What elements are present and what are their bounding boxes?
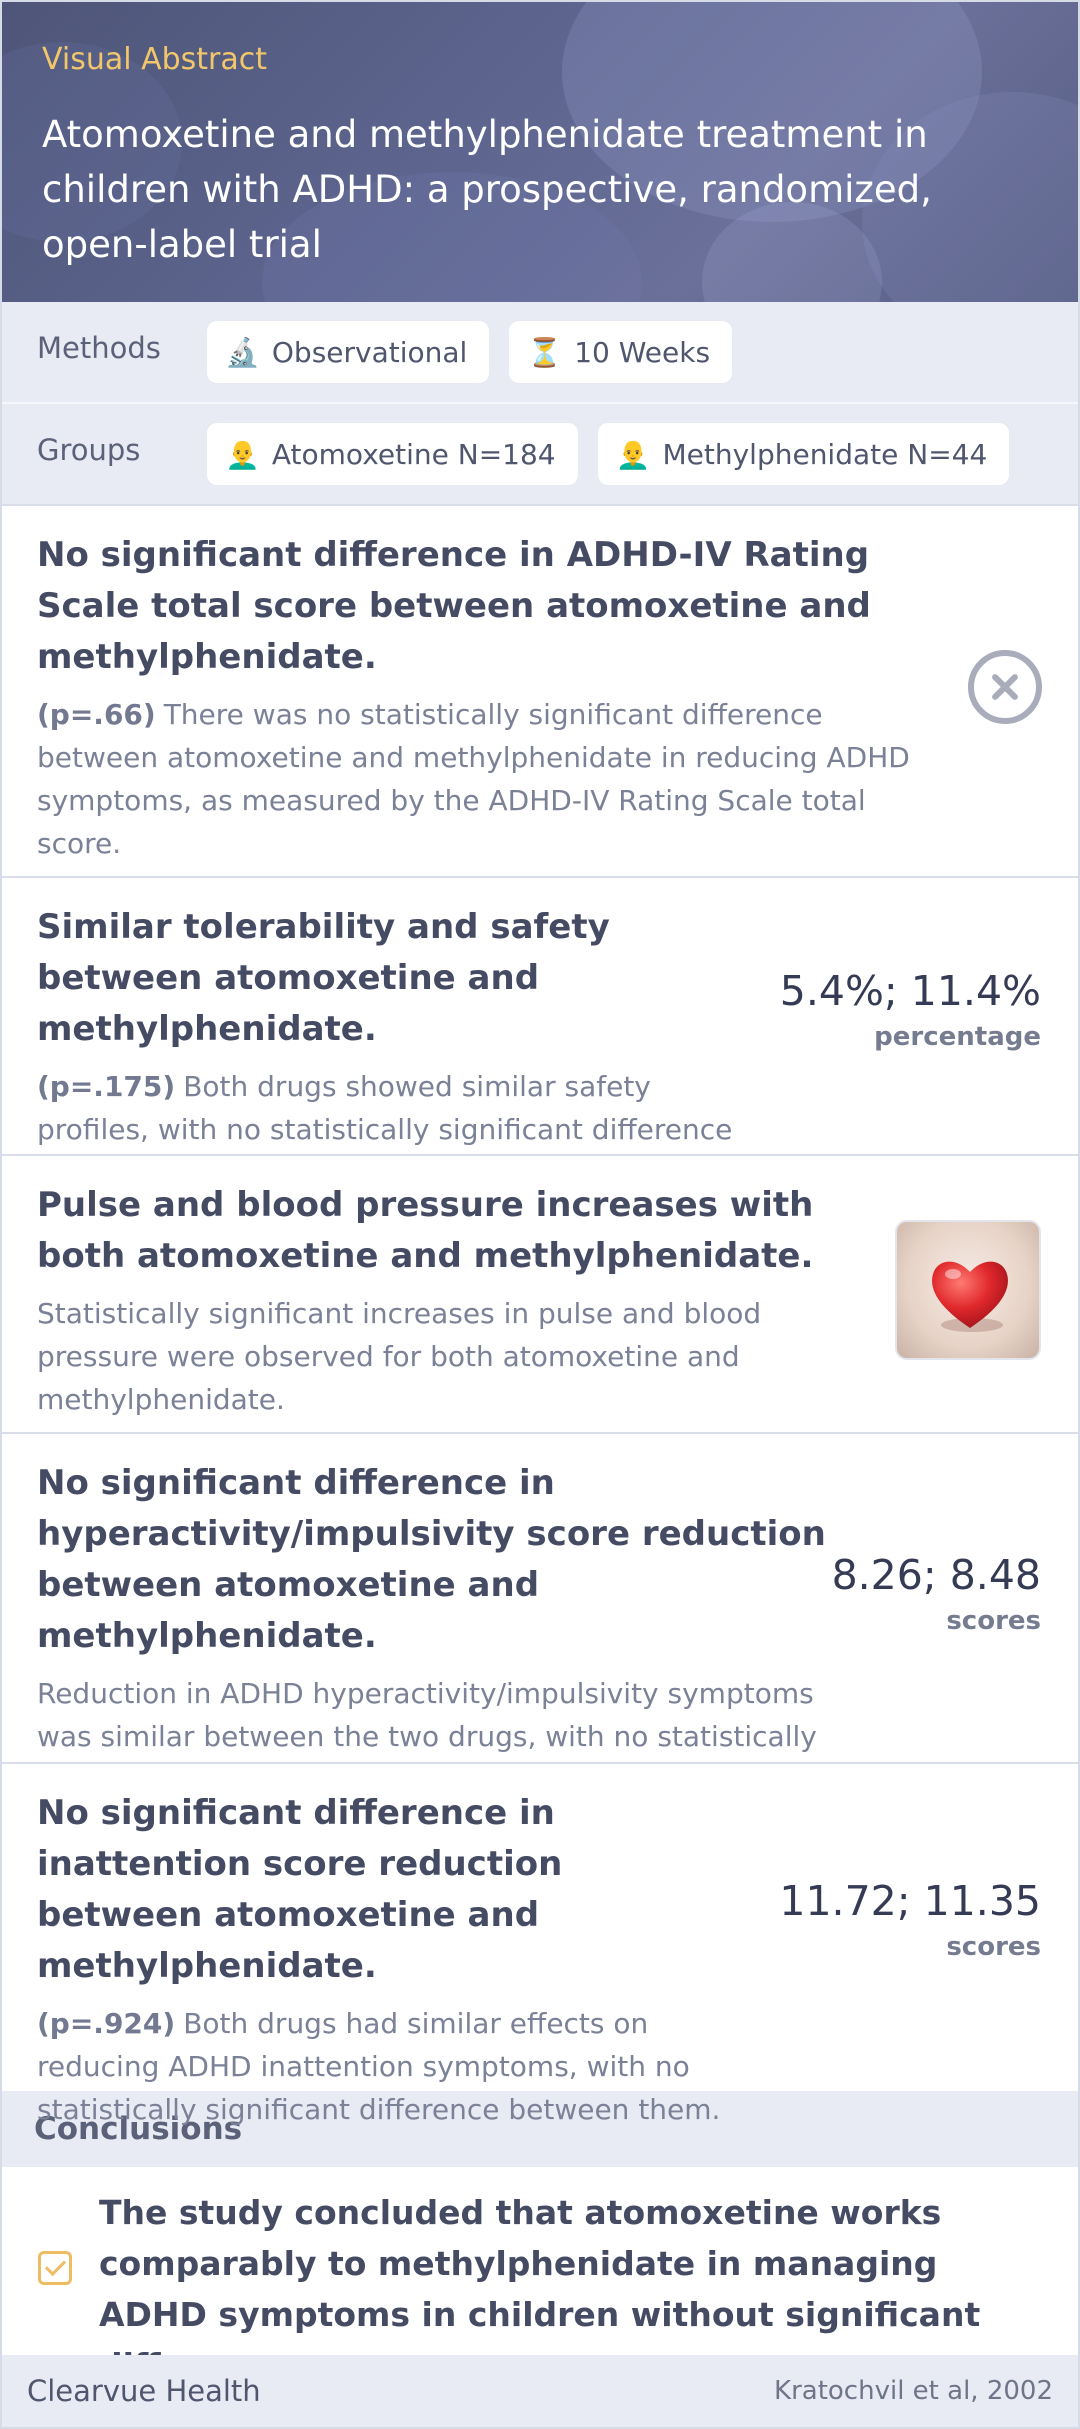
- hourglass-icon: ⏳: [527, 335, 563, 369]
- finding-title: No significant difference in inattention…: [37, 1793, 563, 1986]
- conclusions-label: Conclusions: [2, 2091, 1078, 2167]
- chip-label: Observational: [271, 335, 468, 369]
- footer: Clearvue Health Kratochvil et al, 2002: [2, 2355, 1078, 2427]
- chip-label: Atomoxetine N=184: [271, 437, 556, 471]
- checkbox-icon: [38, 2251, 72, 2285]
- stat-unit: scores: [946, 1606, 1041, 1636]
- methods-label: Methods: [37, 331, 161, 365]
- stat-block: 11.72; 11.35 scores: [779, 1876, 1041, 1962]
- person-icon: 👨‍🦲: [225, 437, 260, 471]
- stat-value: 8.26; 8.48: [831, 1551, 1041, 1599]
- p-value: (p=.66): [37, 698, 156, 731]
- method-chip-duration: ⏳ 10 Weeks: [509, 321, 733, 383]
- citation: Kratochvil et al, 2002: [774, 2376, 1053, 2406]
- finding-title: Pulse and blood pressure increases with …: [37, 1185, 814, 1276]
- finding-title: Similar tolerability and safety between …: [37, 907, 610, 1049]
- stat-unit: scores: [946, 1932, 1041, 1962]
- heart-image: [895, 1220, 1041, 1360]
- finding-description: (p=.924) Both drugs had similar effects o…: [37, 2007, 721, 2126]
- page-title: Atomoxetine and methylphenidate treatmen…: [42, 113, 932, 266]
- header-banner: Visual Abstract Atomoxetine and methylph…: [2, 2, 1078, 302]
- group-chip-methylphenidate: 👨‍🦲 Methylphenidate N=44: [597, 423, 1010, 485]
- finding-description: Statistically significant increases in p…: [37, 1297, 762, 1416]
- groups-label: Groups: [37, 433, 141, 467]
- chip-label: Methylphenidate N=44: [662, 437, 988, 471]
- finding-title: No significant difference in hyperactivi…: [37, 1463, 826, 1656]
- finding-description: (p=.66) There was no statistically signif…: [37, 698, 910, 860]
- finding-title: No significant difference in ADHD-IV Rat…: [37, 535, 871, 677]
- p-value: (p=.175): [37, 1070, 176, 1103]
- chip-label: 10 Weeks: [574, 335, 711, 369]
- finding-card: No significant difference in ADHD-IV Rat…: [2, 504, 1078, 876]
- person-icon: 👨‍🦲: [615, 437, 651, 471]
- stat-block: 8.26; 8.48 scores: [832, 1550, 1041, 1636]
- methods-row: Methods 🔬 Observational ⏳ 10 Weeks: [2, 302, 1078, 402]
- p-value: (p=.924): [37, 2007, 176, 2040]
- stat-value: 11.72; 11.35: [779, 1877, 1041, 1925]
- brand-name: Clearvue Health: [27, 2374, 261, 2408]
- stat-unit: percentage: [874, 1022, 1041, 1052]
- groups-row: Groups 👨‍🦲 Atomoxetine N=184 👨‍🦲 Methylp…: [2, 402, 1078, 504]
- group-chip-atomoxetine: 👨‍🦲 Atomoxetine N=184: [207, 423, 578, 485]
- stat-value: 5.4%; 11.4%: [779, 967, 1041, 1015]
- eyebrow-label: Visual Abstract: [42, 42, 268, 77]
- conclusion-item: The study concluded that atomoxetine wor…: [2, 2167, 1078, 2385]
- close-circle-icon: [968, 650, 1042, 724]
- finding-card: No significant difference in inattention…: [2, 1762, 1078, 2126]
- stat-block: 5.4%; 11.4% percentage: [780, 966, 1041, 1052]
- finding-card: Similar tolerability and safety between …: [2, 876, 1078, 1189]
- finding-card: No significant difference in hyperactivi…: [2, 1432, 1078, 1796]
- method-chip-design: 🔬 Observational: [207, 321, 490, 383]
- finding-card: Pulse and blood pressure increases with …: [2, 1154, 1078, 1432]
- microscope-icon: 🔬: [225, 335, 260, 369]
